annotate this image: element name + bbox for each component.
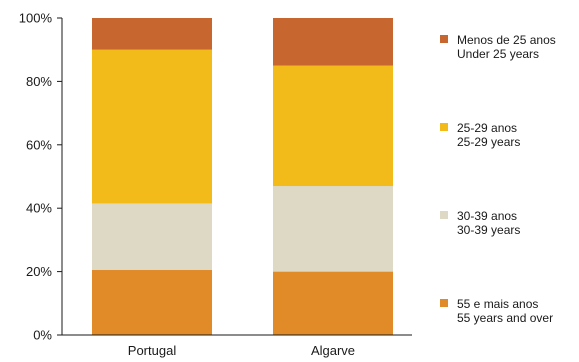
y-tick-label: 100% xyxy=(19,11,53,26)
bar-segment-algarve-0 xyxy=(273,271,393,335)
legend-swatch xyxy=(440,299,448,307)
legend-label-en: 55 years and over xyxy=(457,311,553,325)
legend-label: 25-29 anos xyxy=(457,121,517,135)
bar-segment-algarve-3 xyxy=(273,18,393,66)
x-tick-label: Algarve xyxy=(311,343,355,358)
x-axis-labels: Portugal Algarve xyxy=(128,343,355,358)
legend-swatch xyxy=(440,35,448,43)
x-tick-label: Portugal xyxy=(128,343,177,358)
bar-segment-portugal-2 xyxy=(92,49,212,204)
legend-label: Menos de 25 anos xyxy=(457,33,556,47)
bar-segment-portugal-1 xyxy=(92,203,212,271)
bar-segment-portugal-0 xyxy=(92,270,212,335)
legend-label-en: 25-29 years xyxy=(457,135,520,149)
legend-swatch xyxy=(440,123,448,131)
legend-swatch xyxy=(440,211,448,219)
y-axis-ticks: 0% 20% 40% 60% 80% 100% xyxy=(19,11,62,343)
y-tick-label: 80% xyxy=(26,74,52,89)
bar-segment-algarve-1 xyxy=(273,186,393,272)
legend-label: 55 e mais anos xyxy=(457,297,538,311)
legend-label-en: Under 25 years xyxy=(457,47,539,61)
y-tick-label: 60% xyxy=(26,137,52,152)
bar-segment-algarve-2 xyxy=(273,65,393,187)
bar-segment-portugal-3 xyxy=(92,18,212,50)
legend-label-en: 30-39 years xyxy=(457,223,520,237)
y-tick-label: 20% xyxy=(26,264,52,279)
bars-layer xyxy=(92,18,393,335)
y-tick-label: 0% xyxy=(33,328,52,343)
y-tick-label: 40% xyxy=(26,201,52,216)
legend-label: 30-39 anos xyxy=(457,209,517,223)
